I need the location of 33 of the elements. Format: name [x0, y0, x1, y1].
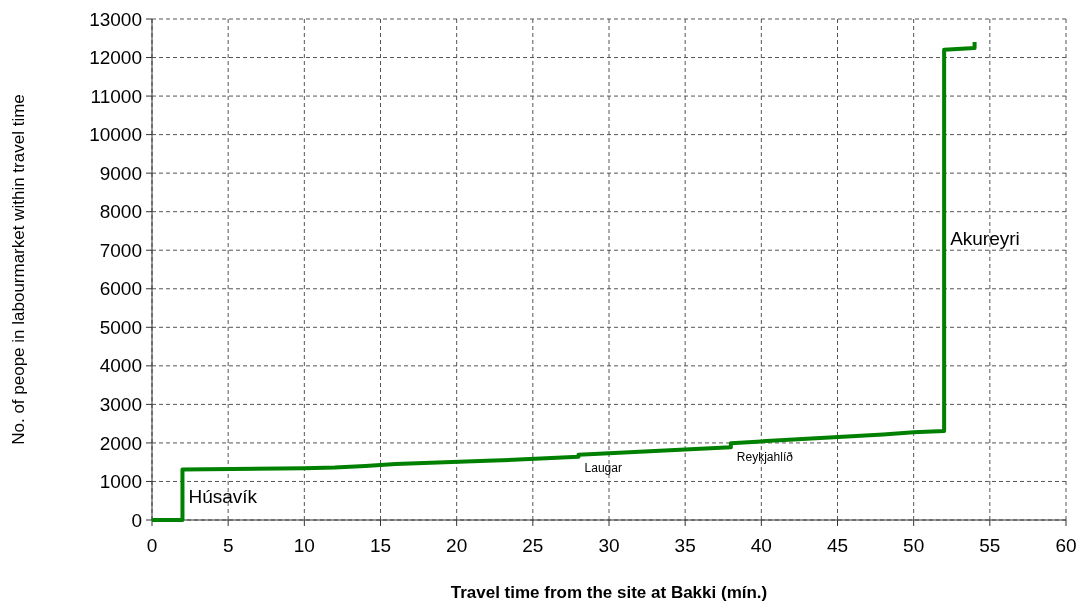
x-tick-label: 45 [826, 535, 849, 556]
y-tick-label: 12000 [89, 47, 142, 69]
annotation: Akureyri [950, 227, 1020, 249]
annotation: Laugar [584, 460, 622, 475]
y-tick-label: 5000 [99, 316, 142, 338]
y-tick-label: 3000 [99, 394, 142, 416]
y-tick-label: 2000 [99, 432, 142, 454]
x-tick-label: 55 [979, 535, 1001, 556]
y-tick-label: 6000 [99, 278, 142, 300]
x-tick-label: 40 [750, 535, 772, 556]
annotation: Reykjahlíð [736, 450, 794, 465]
annotation: Húsavík [188, 485, 258, 507]
y-tick-label: 11000 [90, 85, 142, 107]
y-tick-label: 4000 [99, 355, 142, 377]
x-tick-label: 0 [146, 535, 158, 556]
x-tick-label: 15 [369, 535, 392, 556]
y-axis-title: No. of peope in labourmarket within travel time [9, 94, 28, 445]
y-tick-label: 7000 [99, 239, 142, 261]
y-tick-label: 9000 [99, 162, 142, 184]
y-tick-label: 8000 [99, 201, 142, 223]
x-tick-label: 60 [1055, 535, 1077, 556]
x-tick-label: 50 [903, 535, 925, 556]
y-tick-label: 1000 [99, 471, 142, 493]
y-tick-label: 10000 [89, 124, 142, 146]
y-tick-label: 13000 [89, 8, 142, 30]
x-tick-label: 30 [598, 535, 620, 556]
x-tick-label: 5 [222, 535, 234, 556]
x-tick-label: 20 [446, 535, 468, 556]
x-tick-label: 25 [522, 535, 544, 556]
y-tick-label: 0 [131, 509, 142, 531]
x-tick-label: 35 [674, 535, 696, 556]
x-tick-label: 10 [293, 535, 315, 556]
x-axis-title: Travel time from the site at Bakki (mín.) [450, 583, 768, 602]
